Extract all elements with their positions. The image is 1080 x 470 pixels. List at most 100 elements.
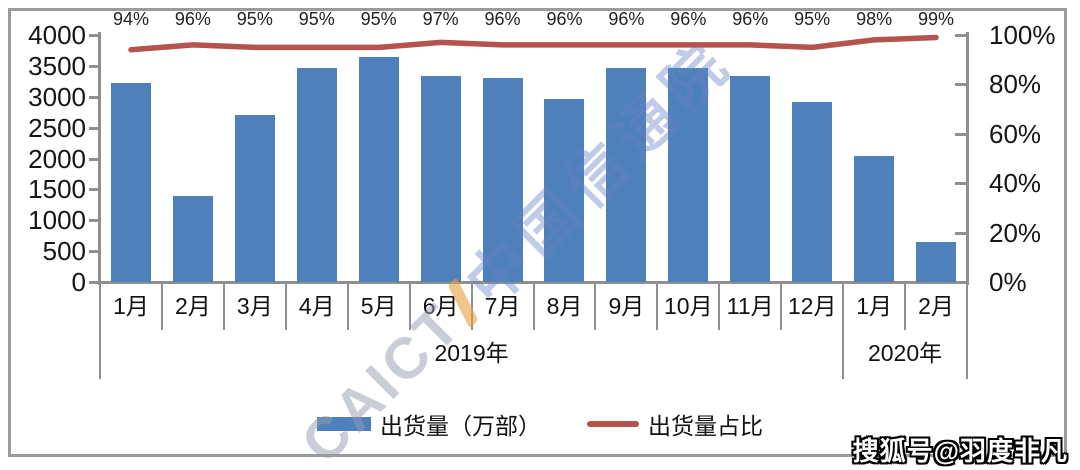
bar-2月-1 [172, 195, 213, 282]
line-series-swatch-icon [587, 421, 639, 427]
bar-6月-5 [420, 76, 461, 282]
legend-label-shipments: 出货量（万部） [380, 413, 541, 439]
legend-item-shipments: 出货量（万部） [317, 407, 541, 441]
left-axis-tick [89, 126, 99, 130]
line-data-label-1: 96% [174, 9, 211, 29]
left-axis-tick-label: 3500 [28, 50, 86, 81]
category-label-5: 6月 [422, 293, 459, 319]
right-axis-tick [955, 132, 969, 136]
left-axis-tick-label: 3000 [28, 81, 86, 112]
right-axis-tick-label: 20% [989, 217, 1042, 248]
bar-1月-0 [110, 83, 151, 282]
line-data-label-13: 99% [918, 9, 955, 29]
bar-7月-6 [482, 78, 523, 282]
category-separator [346, 282, 349, 330]
right-value-axis-line [966, 32, 969, 285]
left-axis-tick-label: 0 [71, 267, 86, 297]
category-label-13: 2月 [918, 293, 954, 319]
category-separator [904, 282, 907, 330]
legend-label-share: 出货量占比 [648, 413, 763, 439]
line-data-label-3: 95% [298, 9, 335, 29]
right-axis-tick-label: 100% [989, 20, 1056, 50]
right-axis-tick-label: 0% [989, 267, 1027, 297]
left-axis-tick-label: 500 [42, 236, 86, 267]
line-data-label-12: 98% [856, 9, 893, 29]
right-axis-tick [955, 182, 969, 186]
category-separator [408, 282, 411, 330]
line-data-label-5: 97% [422, 9, 459, 29]
left-axis-tick [89, 64, 99, 68]
category-separator [594, 282, 597, 330]
left-axis-tick [89, 188, 99, 192]
left-axis-tick-label: 1000 [28, 205, 86, 236]
category-label-4: 5月 [360, 293, 397, 319]
category-separator [284, 282, 287, 330]
bar-12月-11 [792, 102, 833, 282]
bar-2月-13 [916, 242, 957, 282]
right-axis-tick-label: 40% [989, 168, 1042, 199]
left-axis-tick-label: 2000 [28, 143, 86, 174]
right-axis-tick [955, 231, 969, 235]
line-data-label-6: 96% [484, 9, 521, 29]
right-axis-tick-label: 80% [989, 69, 1042, 100]
category-label-2: 3月 [236, 293, 273, 319]
category-separator [656, 282, 659, 330]
year-group-label-0: 2019年 [434, 340, 509, 366]
line-data-label-0: 94% [112, 9, 149, 29]
category-label-0: 1月 [113, 293, 149, 319]
line-data-label-11: 95% [794, 9, 831, 29]
category-label-7: 8月 [546, 293, 583, 319]
legend: 出货量（万部） 出货量占比 [0, 407, 1080, 441]
left-axis-tick [89, 250, 99, 254]
line-data-label-7: 96% [546, 9, 583, 29]
sohu-author-badge: 搜狐号@羽度非凡 [852, 436, 1068, 466]
category-separator [222, 282, 225, 330]
bar-3月-2 [234, 115, 275, 282]
year-group-label-1: 2020年 [867, 340, 943, 366]
category-label-11: 12月 [787, 293, 837, 319]
legend-item-share: 出货量占比 [587, 407, 763, 441]
bar-11月-10 [730, 76, 771, 282]
left-axis-tick [89, 281, 99, 284]
category-label-8: 9月 [608, 293, 645, 319]
category-label-6: 7月 [484, 293, 521, 319]
right-axis-tick [955, 281, 969, 284]
category-label-10: 11月 [726, 293, 774, 319]
category-label-1: 2月 [174, 293, 211, 319]
right-axis-tick-label: 60% [989, 118, 1042, 149]
category-label-9: 10月 [664, 293, 713, 319]
bar-1月-12 [854, 156, 895, 282]
left-axis-tick [89, 95, 99, 99]
category-separator [718, 282, 721, 330]
category-group-separator [842, 282, 845, 379]
left-value-axis-line [98, 32, 101, 285]
bar-9月-8 [606, 67, 647, 282]
bar-10月-9 [668, 67, 709, 282]
left-axis-tick [89, 157, 99, 161]
bar-8月-7 [544, 99, 585, 282]
left-axis-tick-label: 2500 [28, 112, 86, 143]
right-axis-tick [955, 34, 969, 37]
category-separator [532, 282, 535, 330]
category-separator [160, 282, 163, 330]
left-axis-tick-label: 1500 [28, 174, 86, 205]
right-axis-tick [955, 83, 969, 87]
left-axis-tick-label: 4000 [28, 20, 86, 50]
line-data-label-4: 95% [360, 9, 397, 29]
line-data-label-10: 96% [732, 9, 769, 29]
line-data-label-2: 95% [236, 9, 273, 29]
left-axis-tick [89, 34, 99, 37]
category-group-separator [99, 282, 101, 379]
line-data-label-8: 96% [608, 9, 645, 29]
category-separator [780, 282, 783, 330]
category-group-separator [966, 282, 968, 379]
category-label-12: 1月 [856, 293, 892, 319]
left-axis-tick [89, 219, 99, 223]
chart-outer-frame [8, 8, 1067, 457]
line-data-label-9: 96% [670, 9, 707, 29]
bar-4月-3 [296, 67, 337, 282]
bar-series-swatch-icon [317, 417, 371, 431]
bar-5月-4 [358, 56, 399, 282]
category-label-3: 4月 [298, 293, 335, 319]
